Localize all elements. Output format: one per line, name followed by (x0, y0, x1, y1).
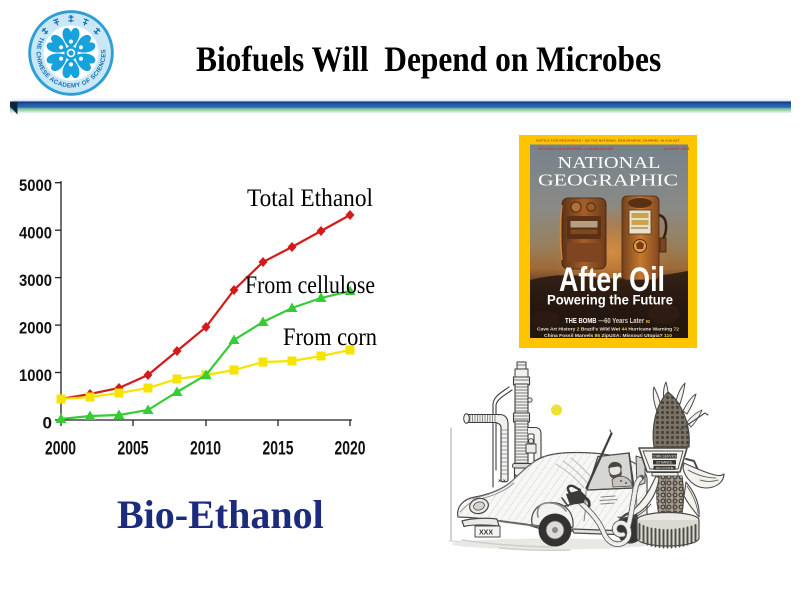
svg-text:THE BOMB —60 Years Later 92: THE BOMB —60 Years Later 92 (565, 316, 650, 325)
svg-text:5000: 5000 (19, 176, 52, 195)
svg-text:Cave Art History 2 Brazil's: Cave Art History 2 Brazil's Wild Wet 44 … (537, 327, 679, 333)
svg-text:2000: 2000 (45, 438, 76, 460)
svg-text:GEOGRAPHIC: GEOGRAPHIC (538, 171, 678, 190)
svg-text:1000: 1000 (19, 366, 52, 385)
svg-text:From cellulose: From cellulose (245, 272, 375, 299)
svg-text:2020: 2020 (335, 438, 366, 460)
svg-text:2005: 2005 (118, 438, 149, 460)
svg-text:NATIONAL: NATIONAL (558, 153, 661, 172)
svg-text:100 OCTANE: 100 OCTANE (655, 466, 673, 470)
svg-text:China Fossil Marvels 86 ZipU: China Fossil Marvels 86 ZipUSA: Missouri… (544, 333, 672, 339)
svg-text:2010: 2010 (190, 438, 221, 460)
svg-text:2000: 2000 (19, 319, 52, 338)
svg-text:After Oil: After Oil (559, 261, 665, 299)
svg-text:CORN SERVICE: CORN SERVICE (652, 455, 678, 459)
svg-text:XXX: XXX (479, 530, 493, 537)
svg-text:0: 0 (43, 414, 52, 433)
svg-text:2015: 2015 (263, 438, 294, 460)
svg-text:ETHANOL: ETHANOL (656, 461, 672, 465)
svg-text:4000: 4000 (19, 224, 52, 243)
svg-text:×.×: ×.× (498, 479, 506, 485)
svg-text:From corn: From corn (283, 324, 377, 351)
svg-text:BATTLE FOR RESOURCES • ON THE: BATTLE FOR RESOURCES • ON THE NATIONAL G… (536, 139, 679, 143)
svg-text:3000: 3000 (19, 271, 52, 290)
svg-text:Powering the Future: Powering the Future (547, 293, 673, 308)
svg-text:AUGUST 2005: AUGUST 2005 (664, 147, 690, 151)
svg-text:NATIONALGEOGRAPHIC.COM/MAGAZIN: NATIONALGEOGRAPHIC.COM/MAGAZINE (538, 147, 615, 151)
svg-text:Total Ethanol: Total Ethanol (247, 185, 373, 212)
